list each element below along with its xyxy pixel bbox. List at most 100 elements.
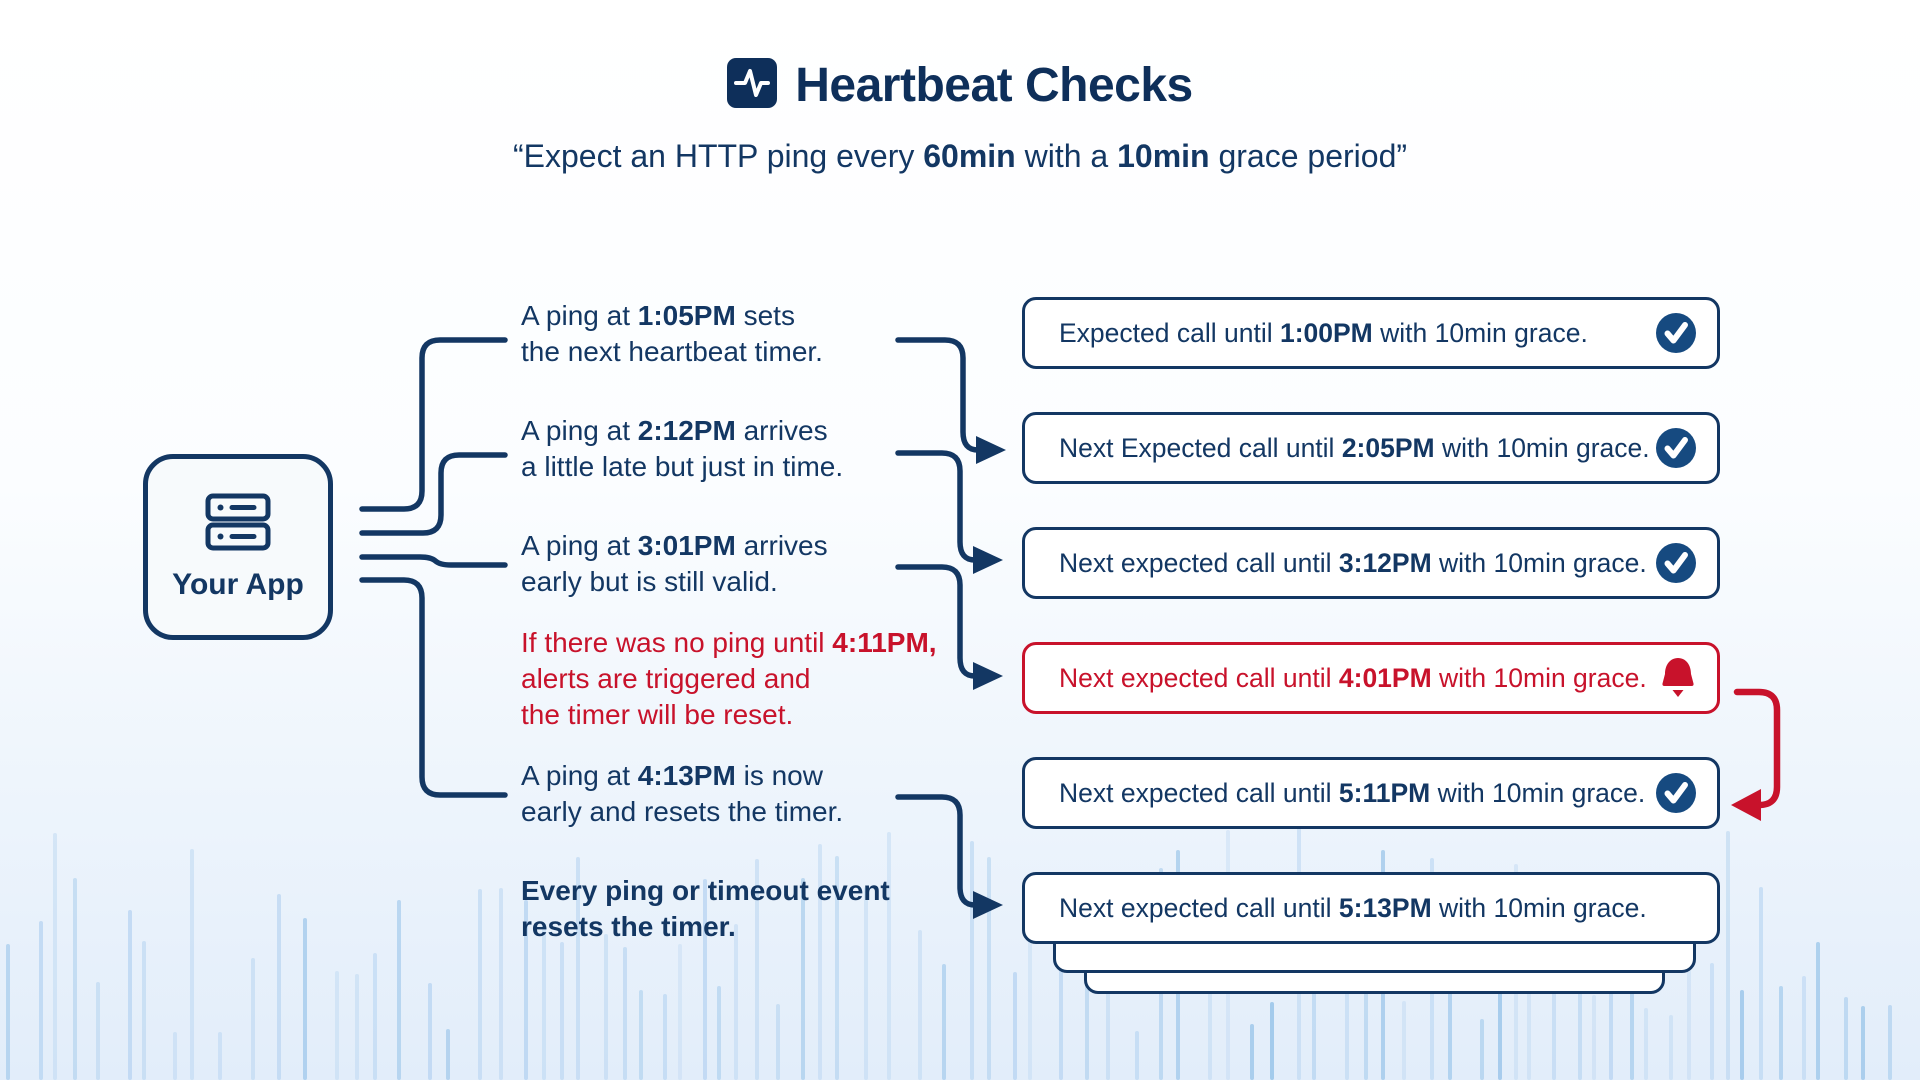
waveform-bar (542, 923, 546, 1080)
waveform-bar (1250, 1024, 1254, 1080)
timer-text: Next expected call until 5:11PM with 10m… (1059, 777, 1646, 808)
waveform-bar (1402, 1001, 1406, 1080)
waveform-bar (1013, 972, 1017, 1080)
check-circle-icon (1655, 427, 1697, 469)
server-icon (205, 493, 271, 556)
timer-box-2: Next Expected call until 2:05PM with 10m… (1022, 412, 1720, 484)
bell-alert-icon (1659, 656, 1697, 700)
waveform-bar (1888, 1005, 1892, 1080)
waveform-bar (560, 942, 564, 1080)
timer-text: Expected call until 1:00PM with 10min gr… (1059, 317, 1588, 348)
waveform-bar (73, 878, 77, 1080)
waveform-bar (918, 930, 922, 1080)
waveform-bar (397, 900, 401, 1080)
header: Heartbeat Checks (0, 58, 1920, 113)
waveform-bar (678, 944, 682, 1080)
waveform-bar (1802, 976, 1806, 1080)
waveform-bar (173, 1032, 177, 1080)
waveform-bar (1710, 963, 1714, 1080)
waveform-bar (1480, 1019, 1484, 1080)
check-circle-icon (1655, 312, 1697, 354)
arrowhead-timer6 (973, 891, 1003, 919)
waveform-bar (53, 833, 57, 1080)
event-ping-2: A ping at 2:12PM arrives a little late b… (521, 415, 844, 482)
waveform-bar (1270, 1002, 1274, 1080)
timer-text: Next expected call until 4:01PM with 10m… (1059, 662, 1647, 693)
event-timeout-alert: If there was no ping until 4:11PM, alert… (521, 627, 937, 730)
waveform-bar (373, 953, 377, 1080)
waveform-bar (717, 986, 721, 1080)
timer-box-4-alert: Next expected call until 4:01PM with 10m… (1022, 642, 1720, 714)
waveform-bar (734, 924, 738, 1080)
timer-box-3: Next expected call until 3:12PM with 10m… (1022, 527, 1720, 599)
arrowhead-timer3 (973, 546, 1003, 574)
alert-reset-loop-line (1733, 688, 1781, 809)
waveform-bar (96, 982, 100, 1080)
waveform-bar (218, 1032, 222, 1080)
waveform-bar (1592, 995, 1596, 1080)
waveform-bar (1861, 1006, 1865, 1080)
waveform-bar (1644, 1008, 1648, 1080)
waveform-bar (639, 990, 643, 1080)
waveform-bar (39, 921, 43, 1080)
waveform-bar (128, 910, 132, 1080)
timer-box-1: Expected call until 1:00PM with 10min gr… (1022, 297, 1720, 369)
waveform-bar (499, 888, 503, 1080)
check-circle-icon (1655, 772, 1697, 814)
activity-pulse-icon (727, 58, 778, 113)
arrowhead-timer2 (976, 436, 1006, 464)
arrowhead-timer4 (973, 662, 1003, 690)
event-ping-1: A ping at 1:05PM sets the next heartbeat… (521, 300, 823, 367)
waveform-bar (303, 918, 307, 1080)
app-to-ping2-line (359, 452, 508, 536)
waveform-bar (1844, 997, 1848, 1080)
waveform-bar (604, 934, 608, 1080)
waveform-bar (446, 1029, 450, 1080)
waveform-bar (970, 841, 974, 1080)
timer-text: Next expected call until 5:13PM with 10m… (1059, 892, 1647, 923)
waveform-bar (1687, 970, 1691, 1080)
waveform-bar (1740, 990, 1744, 1080)
waveform-bar (277, 894, 281, 1080)
event-ping-3: A ping at 3:01PM arrives early but is st… (521, 530, 828, 597)
waveform-bar (6, 944, 10, 1080)
waveform-bar (142, 941, 146, 1080)
waveform-bar (1816, 942, 1820, 1080)
waveform-bar (942, 964, 946, 1080)
app-label: Your App (172, 567, 304, 601)
app-to-ping1-line (359, 337, 508, 512)
waveform-bar (987, 857, 991, 1080)
event-summary-note: Every ping or timeout event resets the t… (521, 875, 890, 942)
waveform-bar (355, 974, 359, 1080)
waveform-bar (1669, 1015, 1673, 1080)
waveform-bar (887, 832, 891, 1080)
event-ping-4: A ping at 4:13PM is now early and resets… (521, 760, 844, 827)
waveform-bar (663, 994, 667, 1080)
timer-text: Next expected call until 3:12PM with 10m… (1059, 547, 1647, 578)
waveform-bar (1135, 1031, 1139, 1080)
waveform-bar (251, 958, 255, 1080)
waveform-bar (1759, 887, 1763, 1080)
subtitle: “Expect an HTTP ping every 60min with a … (512, 138, 1408, 174)
timer-box-6: Next expected call until 5:13PM with 10m… (1022, 872, 1720, 944)
waveform-bar (190, 849, 194, 1080)
waveform-bar (1726, 831, 1730, 1080)
waveform-bar (1779, 986, 1783, 1080)
waveform-bar (428, 983, 432, 1080)
alert-reset-arrowhead (1731, 789, 1761, 821)
waveform-bar (478, 889, 482, 1080)
check-circle-icon (1655, 542, 1697, 584)
waveform-bar (776, 1004, 780, 1080)
app-to-ping3-line (359, 554, 508, 568)
waveform-bar (623, 947, 627, 1080)
your-app-node: Your App (143, 454, 333, 640)
waveform-bar (1578, 990, 1582, 1080)
waveform-bar (1085, 979, 1089, 1080)
timer-box-5: Next expected call until 5:11PM with 10m… (1022, 757, 1720, 829)
page-title: Heartbeat Checks (795, 59, 1193, 112)
timer-text: Next Expected call until 2:05PM with 10m… (1059, 432, 1650, 463)
waveform-bar (1312, 992, 1316, 1080)
app-to-ping4-line (359, 577, 508, 798)
waveform-bar (335, 971, 339, 1080)
